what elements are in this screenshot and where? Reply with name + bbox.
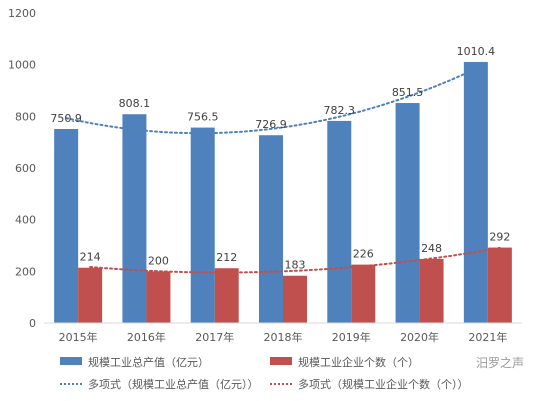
legend-label: 规模工业企业个数（个） bbox=[298, 355, 419, 369]
bar-output bbox=[259, 135, 283, 323]
data-label: 750.9 bbox=[50, 112, 82, 125]
legend-label: 多项式（规模工业企业个数（个）） bbox=[298, 377, 469, 391]
bar-output bbox=[463, 61, 488, 323]
data-label: 226 bbox=[353, 248, 374, 261]
bar-output bbox=[190, 127, 215, 323]
x-tick-label: 2019年 bbox=[332, 330, 371, 344]
bar-enterprises bbox=[146, 271, 171, 323]
x-tick-label: 2021年 bbox=[468, 330, 507, 344]
data-label: 782.3 bbox=[324, 104, 356, 117]
y-tick-label: 400 bbox=[15, 214, 36, 227]
watermark: 汨罗之声 bbox=[476, 354, 524, 371]
x-tick-label: 2018年 bbox=[264, 330, 303, 344]
bar-output bbox=[327, 120, 352, 324]
bars bbox=[54, 61, 512, 324]
x-tick-label: 2017年 bbox=[195, 330, 234, 344]
x-tick-label: 2016年 bbox=[127, 330, 166, 344]
bar-enterprises bbox=[419, 258, 444, 323]
data-label: 1010.4 bbox=[457, 45, 496, 58]
legend: 规模工业总产值（亿元） 规模工业企业个数（个） 多项式（规模工业总产值（亿元）） 多项… bbox=[60, 355, 469, 391]
data-label: 248 bbox=[421, 242, 442, 255]
y-tick-label: 800 bbox=[15, 110, 36, 123]
x-tick-label: 2020年 bbox=[400, 330, 439, 344]
y-tick-label: 0 bbox=[29, 317, 36, 330]
bar-output bbox=[395, 103, 420, 323]
watermark-text: 汨罗之声 bbox=[475, 356, 524, 370]
y-tick-label: 1000 bbox=[8, 59, 36, 72]
y-tick-label: 600 bbox=[15, 162, 36, 175]
legend-item-output: 规模工业总产值（亿元） bbox=[60, 355, 209, 369]
legend-swatch bbox=[60, 357, 82, 365]
y-tick-label: 200 bbox=[15, 265, 36, 278]
data-label: 808.1 bbox=[119, 97, 151, 110]
legend-item-trend-output: 多项式（规模工业总产值（亿元）） bbox=[60, 377, 259, 391]
legend-label: 多项式（规模工业总产值（亿元）） bbox=[88, 377, 259, 391]
x-tick-label: 2015年 bbox=[59, 330, 98, 344]
data-label: 292 bbox=[489, 231, 510, 244]
bar-enterprises bbox=[351, 264, 376, 323]
y-axis-ticks: 0 200 400 600 800 1000 1200 bbox=[8, 7, 36, 330]
bar-enterprises bbox=[78, 267, 103, 323]
x-axis-ticks: 2015年 2016年 2017年 2018年 2019年 2020年 2021年 bbox=[59, 330, 508, 344]
data-label: 212 bbox=[216, 251, 237, 264]
data-label: 726.9 bbox=[255, 118, 287, 131]
bar-enterprises bbox=[487, 247, 512, 323]
bar-enterprises bbox=[214, 268, 239, 323]
bar-enterprises bbox=[283, 275, 307, 323]
legend-label: 规模工业总产值（亿元） bbox=[88, 355, 209, 369]
legend-item-trend-enterprises: 多项式（规模工业企业个数（个）） bbox=[270, 377, 469, 391]
data-label: 756.5 bbox=[187, 111, 219, 124]
data-label: 851.5 bbox=[392, 86, 424, 99]
bar-output bbox=[54, 129, 79, 323]
data-labels: 750.9 808.1 756.5 726.9 782.3 851.5 1010.4 214 2… bbox=[50, 45, 510, 272]
trendline-enterprises bbox=[89, 246, 501, 274]
legend-swatch bbox=[270, 357, 292, 365]
legend-item-enterprises: 规模工业企业个数（个） bbox=[270, 355, 419, 369]
data-label: 183 bbox=[285, 259, 306, 272]
trendline-output bbox=[65, 67, 477, 135]
data-label: 214 bbox=[80, 251, 101, 264]
data-label: 200 bbox=[148, 254, 169, 267]
bar-output bbox=[122, 114, 147, 323]
y-tick-label: 1200 bbox=[8, 7, 36, 20]
trendlines bbox=[65, 67, 501, 274]
